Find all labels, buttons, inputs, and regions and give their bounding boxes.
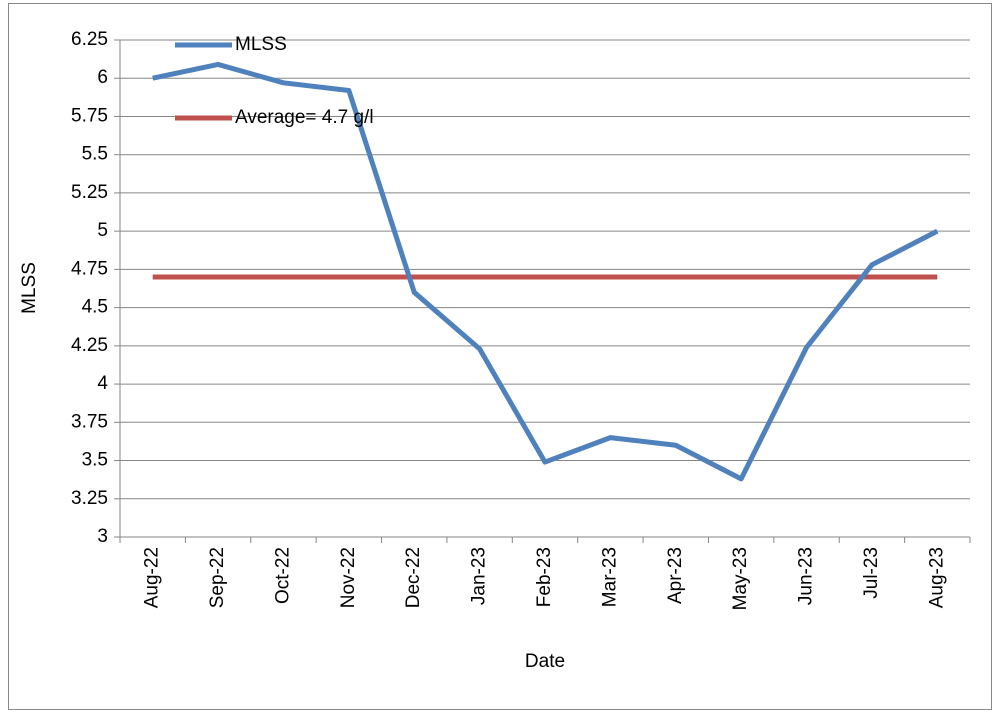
y-tick-label: 3.25	[71, 488, 108, 509]
x-tick-label: Aug-22	[142, 547, 163, 608]
x-tick-label: Jun-23	[796, 547, 817, 605]
chart-border	[8, 3, 992, 710]
y-tick-label: 4.25	[71, 335, 108, 356]
y-tick-label: 5	[97, 220, 108, 241]
legend-label: Average= 4.7 g/l	[235, 107, 374, 128]
series-line	[152, 61, 939, 482]
x-tick-label: Feb-23	[534, 547, 555, 607]
y-tick-label: 3	[97, 526, 108, 547]
y-tick-label: 5.5	[82, 144, 108, 165]
x-tick-label: Aug-23	[926, 547, 947, 608]
x-tick-label: May-23	[730, 547, 751, 610]
x-tick-label: Jul-23	[861, 547, 882, 599]
x-tick-label: Nov-22	[338, 547, 359, 608]
y-tick-label: 3.75	[71, 411, 108, 432]
x-tick-label: Jan-23	[469, 547, 490, 605]
x-tick-label: Oct-22	[272, 547, 293, 604]
y-tick-label: 4.5	[82, 297, 108, 318]
x-tick-label: Dec-22	[403, 547, 424, 608]
y-tick-label: 4	[97, 373, 108, 394]
legend-label: MLSS	[235, 34, 287, 55]
y-tick-label: 6	[97, 67, 108, 88]
x-tick-label: Apr-23	[665, 547, 686, 604]
y-tick-label: 5.25	[71, 182, 108, 203]
x-axis-title: Date	[525, 651, 565, 672]
y-tick-label: 6.25	[71, 29, 108, 50]
x-tick-label: Mar-23	[599, 547, 620, 607]
y-axis-title: MLSS	[19, 262, 40, 314]
y-tick-label: 5.75	[71, 105, 108, 126]
x-tick-label: Sep-22	[207, 547, 228, 608]
y-tick-label: 3.5	[82, 450, 108, 471]
y-tick-label: 4.75	[71, 258, 108, 279]
